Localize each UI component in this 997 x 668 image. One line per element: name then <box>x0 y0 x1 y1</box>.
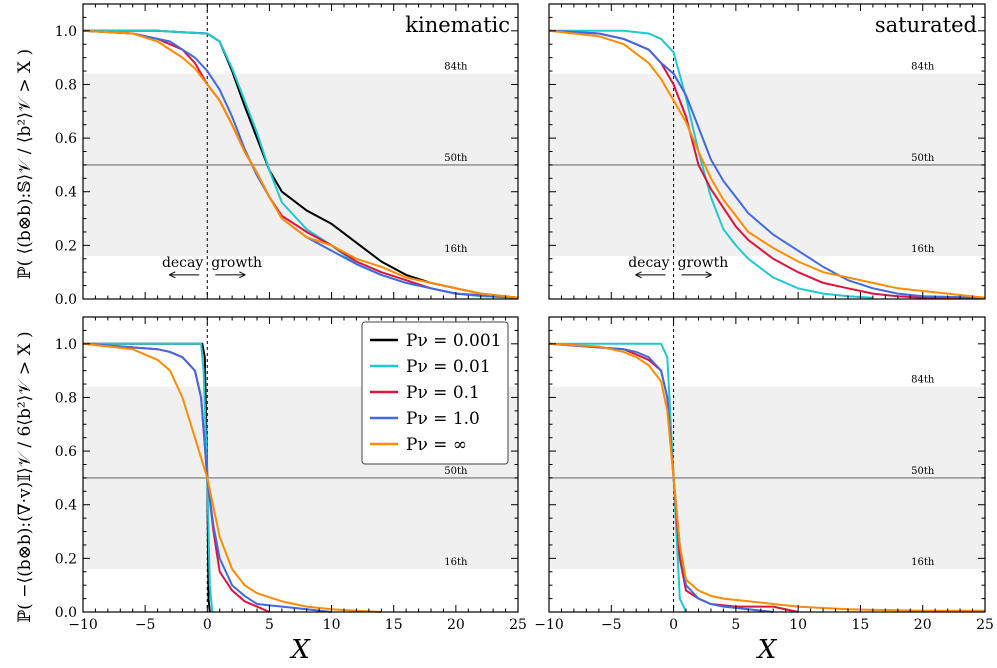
decay-arrowhead <box>635 271 642 279</box>
series-line <box>82 342 382 613</box>
panel-2: 84th 50th 16th saturated decay growth <box>548 3 986 300</box>
x-tick-label: −5 <box>135 617 156 633</box>
panel-title: kinematic <box>405 13 510 37</box>
x-tick-label: 20 <box>447 617 465 633</box>
y-tick-label: 0.2 <box>55 551 77 567</box>
percentile-label: 84th <box>911 375 935 386</box>
growth-label: growth <box>211 255 262 271</box>
legend: Pν = 0.001 Pν = 0.01 Pν = 0.1 Pν = 1.0 Pν = … <box>361 321 509 465</box>
x-tick-label: 5 <box>731 617 740 633</box>
legend-label: Pν = 1.0 <box>406 409 480 429</box>
panel-3: 84th50th16th0.00.20.40.60.81.0−10−505101… <box>55 316 527 665</box>
y-axis-label-top-text: ℙ( ⟨(b⊗b):𝕊⟩𝒱 / ⟨b²⟩𝒱 > X ) <box>15 49 35 279</box>
x-tick-label: 15 <box>852 617 870 633</box>
x-tick-label: 0 <box>669 617 678 633</box>
growth-label: growth <box>678 255 729 271</box>
panels: 84th 50th 16th 0.0 0.2 0.4 0.6 0.8 1.0 kinematic d… <box>55 3 994 665</box>
y-axis-label-top: ℙ( ⟨(b⊗b):𝕊⟩𝒱 / ⟨b²⟩𝒱 > X ) <box>15 49 35 279</box>
x-tick-label: 5 <box>265 617 274 633</box>
legend-box <box>361 321 509 465</box>
growth-arrowhead <box>705 271 712 279</box>
growth-arrowhead <box>239 271 246 279</box>
series-line <box>548 29 986 299</box>
x-tick-label: 0 <box>203 617 212 633</box>
y-tick-label: 0.2 <box>55 238 77 254</box>
decay-label: decay <box>162 255 203 271</box>
series-line <box>82 29 519 299</box>
y-tick-label: 0.6 <box>55 131 77 147</box>
x-tick-label: −10 <box>68 617 98 633</box>
legend-label: Pν = 0.1 <box>406 383 480 403</box>
decay-label: decay <box>628 255 669 271</box>
percentile-label: 16th <box>911 557 935 568</box>
percentile-label: 16th <box>911 244 935 255</box>
series-line <box>549 29 873 299</box>
series-line <box>548 342 985 612</box>
x-tick-label: 20 <box>914 617 932 633</box>
legend-label: Pν = 0.01 <box>406 357 491 377</box>
percentile-label: 84th <box>444 62 468 73</box>
percentile-label: 50th <box>444 153 468 164</box>
percentile-label: 50th <box>911 466 935 477</box>
legend-label: Pν = ∞ <box>406 435 467 455</box>
y-tick-label: 1.0 <box>55 337 77 353</box>
panel-4: 84th 50th 16th −10 −5 0 5 10 15 20 25 X <box>534 316 994 665</box>
y-tick-label: 0.4 <box>55 185 77 201</box>
legend-label: Pν = 0.001 <box>406 331 502 351</box>
series-line <box>82 29 519 299</box>
y-axis-label-bottom: ℙ( −⟨(b⊗b):(∇·v)𝕀⟩𝒱 / 6⟨b²⟩𝒱 > X ) <box>15 331 35 622</box>
y-axis-label-bottom-text: ℙ( −⟨(b⊗b):(∇·v)𝕀⟩𝒱 / 6⟨b²⟩𝒱 > X ) <box>15 331 35 622</box>
panel-1: 84th 50th 16th 0.0 0.2 0.4 0.6 0.8 1.0 kinematic d… <box>55 3 519 308</box>
percentile-label: 50th <box>444 466 468 477</box>
percentile-label: 16th <box>444 244 468 255</box>
series-line <box>548 29 986 299</box>
percentile-label: 16th <box>444 557 468 568</box>
series-line <box>83 342 214 613</box>
y-tick-label: 0.4 <box>55 498 77 514</box>
x-tick-label: −10 <box>534 617 564 633</box>
percentile-label: 84th <box>911 62 935 73</box>
panel-title: saturated <box>875 13 977 37</box>
x-axis-label: X <box>756 635 778 664</box>
x-tick-label: 25 <box>976 617 994 633</box>
decay-arrowhead <box>169 271 176 279</box>
y-tick-label: 0.6 <box>55 444 77 460</box>
x-tick-label: 15 <box>385 617 403 633</box>
series-line <box>82 342 332 613</box>
y-tick-label: 1.0 <box>55 24 77 40</box>
x-tick-label: 10 <box>789 617 807 633</box>
y-tick-label: 0.0 <box>55 292 77 308</box>
percentile-label: 50th <box>911 153 935 164</box>
x-axis-label: X <box>289 635 311 664</box>
y-tick-label: 0.8 <box>55 77 77 93</box>
y-tick-label: 0.0 <box>55 605 77 621</box>
y-tick-label: 0.8 <box>55 390 77 406</box>
series-line <box>549 342 687 613</box>
x-tick-label: −5 <box>601 617 622 633</box>
x-tick-label: 25 <box>509 617 527 633</box>
x-tick-label: 10 <box>323 617 341 633</box>
